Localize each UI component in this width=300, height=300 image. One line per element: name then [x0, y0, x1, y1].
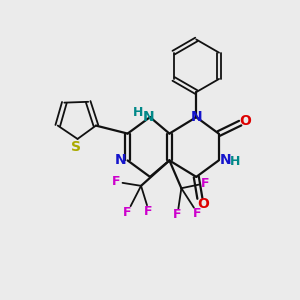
Text: F: F — [123, 206, 132, 219]
Text: F: F — [193, 207, 201, 220]
Text: H: H — [230, 155, 240, 168]
Text: O: O — [197, 197, 209, 211]
Text: S: S — [71, 140, 81, 154]
Text: F: F — [200, 177, 209, 190]
Text: N: N — [115, 153, 127, 167]
Text: O: O — [240, 114, 251, 128]
Text: N: N — [143, 110, 154, 124]
Text: N: N — [220, 154, 232, 167]
Text: H: H — [133, 106, 143, 119]
Text: N: N — [191, 110, 203, 124]
Text: F: F — [172, 208, 181, 221]
Text: F: F — [112, 176, 121, 188]
Text: F: F — [144, 205, 153, 218]
